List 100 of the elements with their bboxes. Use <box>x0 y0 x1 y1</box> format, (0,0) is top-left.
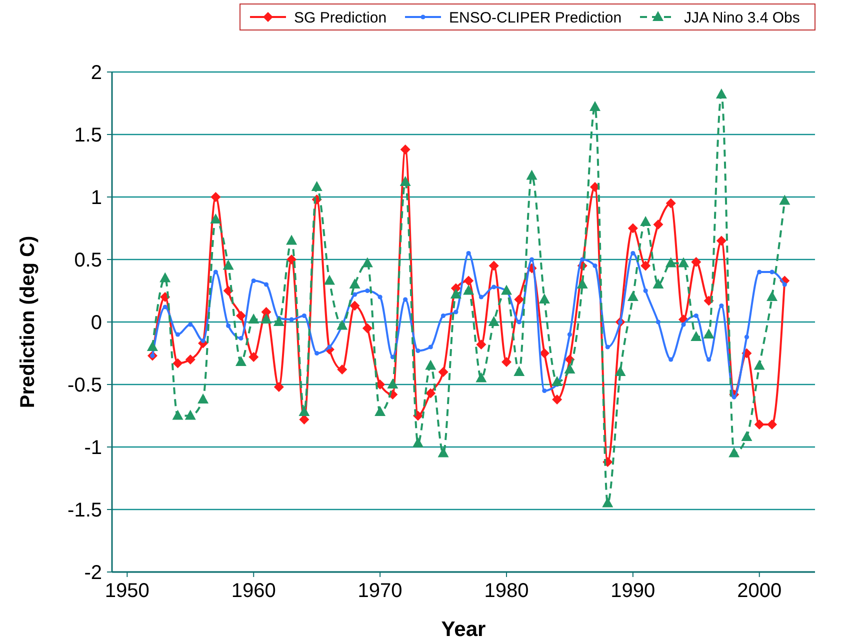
y-tick-label: 1 <box>90 187 102 209</box>
point <box>640 260 651 271</box>
point <box>681 322 686 327</box>
point <box>728 447 740 458</box>
point <box>336 320 348 330</box>
point <box>222 260 234 270</box>
point <box>514 366 525 376</box>
point <box>289 317 294 322</box>
point <box>251 278 256 284</box>
point <box>640 216 652 226</box>
legend-label: ENSO-CLIPER Prediction <box>449 9 622 26</box>
point <box>261 307 272 317</box>
point <box>302 313 306 318</box>
point <box>314 350 320 356</box>
y-axis-title: Prediction (deg C) <box>17 236 39 408</box>
point <box>690 331 702 341</box>
point <box>716 236 726 246</box>
point <box>538 294 550 304</box>
point <box>362 323 372 334</box>
point <box>703 328 714 338</box>
point <box>299 414 310 424</box>
legend-label: JJA Nino 3.4 Obs <box>684 9 800 26</box>
point <box>476 372 487 382</box>
point <box>185 354 196 364</box>
point <box>400 176 411 186</box>
point <box>666 198 676 208</box>
point <box>694 313 698 318</box>
y-tick-label: 0.5 <box>74 250 102 272</box>
y-tick-label: 2 <box>90 62 102 84</box>
point <box>652 278 664 288</box>
point <box>529 257 534 262</box>
point <box>653 220 664 230</box>
x-tick-label: 2000 <box>737 580 782 602</box>
point <box>175 332 180 337</box>
point <box>716 88 727 98</box>
x-tick-label: 1980 <box>484 580 529 602</box>
point <box>426 388 436 398</box>
point <box>260 314 272 324</box>
point <box>463 284 474 295</box>
point <box>324 274 335 285</box>
point <box>754 420 764 430</box>
point <box>552 394 562 404</box>
point <box>248 314 260 324</box>
y-tick-label: 0 <box>90 312 102 334</box>
point <box>668 357 674 362</box>
point <box>580 257 585 262</box>
point <box>754 360 765 370</box>
point <box>160 272 171 282</box>
point <box>365 288 370 294</box>
point <box>400 144 410 154</box>
point <box>542 388 547 394</box>
point <box>691 257 702 267</box>
point <box>782 282 787 287</box>
point <box>350 300 360 311</box>
point <box>298 406 310 416</box>
point <box>602 497 614 508</box>
point <box>476 340 486 350</box>
point <box>516 320 522 324</box>
point <box>643 288 648 294</box>
point <box>605 344 610 350</box>
point <box>526 170 538 180</box>
point <box>286 254 297 264</box>
point <box>184 410 196 420</box>
point <box>438 447 449 458</box>
point <box>273 316 284 326</box>
y-tick-label: 1.5 <box>74 124 102 146</box>
point <box>744 334 750 340</box>
x-tick-label: 1960 <box>231 580 276 602</box>
point <box>656 320 661 324</box>
point <box>146 341 158 351</box>
point <box>264 282 269 287</box>
point <box>440 313 446 318</box>
point <box>767 420 778 430</box>
point <box>592 263 598 268</box>
point <box>210 214 222 224</box>
point <box>311 181 322 191</box>
point <box>492 284 496 290</box>
y-tick-label: -1 <box>84 437 102 459</box>
point <box>387 378 398 388</box>
point <box>428 344 433 350</box>
point <box>454 310 458 314</box>
point <box>488 260 499 271</box>
point <box>706 357 712 362</box>
point <box>552 376 563 386</box>
point <box>478 294 484 300</box>
point <box>274 382 284 392</box>
point <box>719 303 724 308</box>
point <box>770 270 774 274</box>
point <box>162 304 168 310</box>
legend-label: SG Prediction <box>294 9 387 26</box>
point <box>248 352 259 362</box>
point <box>628 223 638 234</box>
point <box>235 356 246 366</box>
point <box>349 278 360 288</box>
point <box>210 192 221 202</box>
point <box>741 431 752 441</box>
x-axis-title: Year <box>441 618 486 641</box>
point <box>450 288 462 298</box>
point <box>236 310 246 321</box>
point <box>425 360 436 370</box>
